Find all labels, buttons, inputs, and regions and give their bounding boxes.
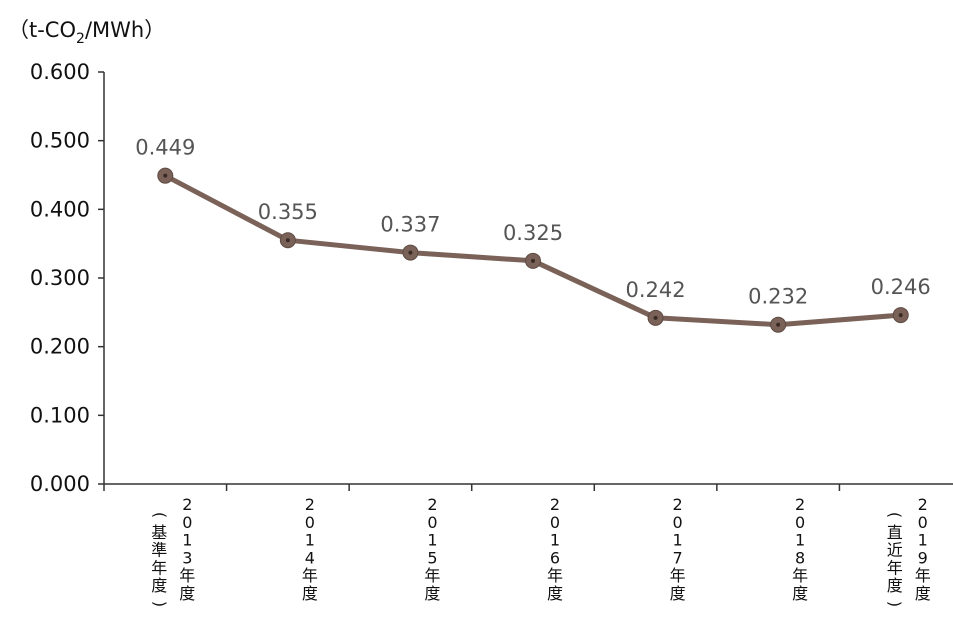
x-label-char: 1 xyxy=(305,531,315,550)
x-label-char: 3 xyxy=(182,548,192,567)
data-point xyxy=(770,316,787,333)
x-label-sub-char: ) xyxy=(150,601,169,607)
x-label-char: 0 xyxy=(550,513,560,532)
x-label-char: 年 xyxy=(302,566,318,585)
data-label: 0.246 xyxy=(871,275,931,299)
x-label-char: 度 xyxy=(547,584,563,603)
data-label: 0.325 xyxy=(503,221,563,245)
unit-label-prefix: （t-CO xyxy=(8,18,76,42)
x-label-char: 1 xyxy=(182,531,192,550)
x-label-sub-char: 年 xyxy=(151,558,167,577)
data-label: 0.242 xyxy=(626,278,686,302)
x-label-char: 0 xyxy=(672,513,682,532)
x-label-char: 6 xyxy=(550,548,560,567)
x-label-sub-char: 度 xyxy=(887,576,903,595)
y-tick-label: 0.500 xyxy=(30,129,90,153)
x-label-char: 度 xyxy=(302,584,318,603)
x-label-char: 度 xyxy=(792,584,808,603)
x-label-char: 年 xyxy=(915,566,931,585)
data-label: 0.232 xyxy=(748,285,808,309)
unit-label-subscript: 2 xyxy=(76,31,85,47)
x-label-sub-char: 基 xyxy=(151,523,167,542)
y-axis-ticks: 0.600 0.500 0.400 0.300 0.200 0.100 0.000 xyxy=(30,60,104,496)
x-label-char: 1 xyxy=(550,531,560,550)
x-label-char: 0 xyxy=(305,513,315,532)
data-label: 0.337 xyxy=(380,213,440,237)
data-point xyxy=(402,244,419,261)
y-tick-label: 0.600 xyxy=(30,60,90,84)
y-tick-label: 0.300 xyxy=(30,266,90,290)
x-label-char: 度 xyxy=(179,584,195,603)
x-label-char: 年 xyxy=(547,566,563,585)
y-tick-label: 0.200 xyxy=(30,335,90,359)
axes xyxy=(103,72,953,485)
x-label-char: 2 xyxy=(182,495,192,514)
data-point xyxy=(279,232,296,249)
x-label-sub-char: 年 xyxy=(887,558,903,577)
data-point xyxy=(647,309,664,326)
data-label: 0.355 xyxy=(258,200,318,224)
x-label-sub-char: ( xyxy=(150,512,169,518)
x-label-char: 0 xyxy=(427,513,437,532)
x-label-char: 度 xyxy=(670,584,686,603)
x-label-char: 1 xyxy=(672,531,682,550)
unit-label-suffix: /MWh） xyxy=(85,18,165,42)
x-label-char: 2 xyxy=(305,495,315,514)
x-label-sub-char: ( xyxy=(886,512,905,518)
x-label-char: 2 xyxy=(795,495,805,514)
x-label-sub-char: 近 xyxy=(887,541,903,560)
y-axis-unit-label: （t-CO2/MWh） xyxy=(8,18,165,47)
x-label-char: 2 xyxy=(672,495,682,514)
x-label-char: 度 xyxy=(424,584,440,603)
x-label-char: 年 xyxy=(792,566,808,585)
x-label-char: 度 xyxy=(915,584,931,603)
x-label-char: 年 xyxy=(670,566,686,585)
x-label-char: 7 xyxy=(672,548,682,567)
x-label-char: 9 xyxy=(918,548,928,567)
x-label-char: 2 xyxy=(918,495,928,514)
x-label-char: 8 xyxy=(795,548,805,567)
x-label-char: 0 xyxy=(182,513,192,532)
x-axis-ticks: 2013年度(基準年度)2014年度2015年度2016年度2017年度2018… xyxy=(103,484,931,607)
x-label-char: 1 xyxy=(918,531,928,550)
x-label-sub-char: 直 xyxy=(887,523,903,542)
x-label-char: 0 xyxy=(918,513,928,532)
y-tick-label: 0.000 xyxy=(30,472,90,496)
x-label-char: 4 xyxy=(305,548,315,567)
x-label-char: 1 xyxy=(427,531,437,550)
x-label-sub-char: 準 xyxy=(151,541,167,560)
data-label: 0.449 xyxy=(135,136,195,160)
x-label-char: 年 xyxy=(424,566,440,585)
x-label-char: 2 xyxy=(427,495,437,514)
x-label-char: 5 xyxy=(427,548,437,567)
data-points xyxy=(157,167,909,333)
data-labels: 0.449 0.355 0.337 0.325 0.242 0.232 0.246 xyxy=(135,136,931,309)
data-point xyxy=(157,167,174,184)
data-point xyxy=(525,252,541,269)
y-tick-label: 0.400 xyxy=(30,197,90,221)
x-label-sub-char: ) xyxy=(886,601,905,607)
x-label-char: 0 xyxy=(795,513,805,532)
data-point xyxy=(892,307,909,324)
x-label-char: 年 xyxy=(179,566,195,585)
y-tick-label: 0.100 xyxy=(30,403,90,427)
x-label-sub-char: 度 xyxy=(151,576,167,595)
x-label-char: 2 xyxy=(550,495,560,514)
x-label-char: 1 xyxy=(795,531,805,550)
